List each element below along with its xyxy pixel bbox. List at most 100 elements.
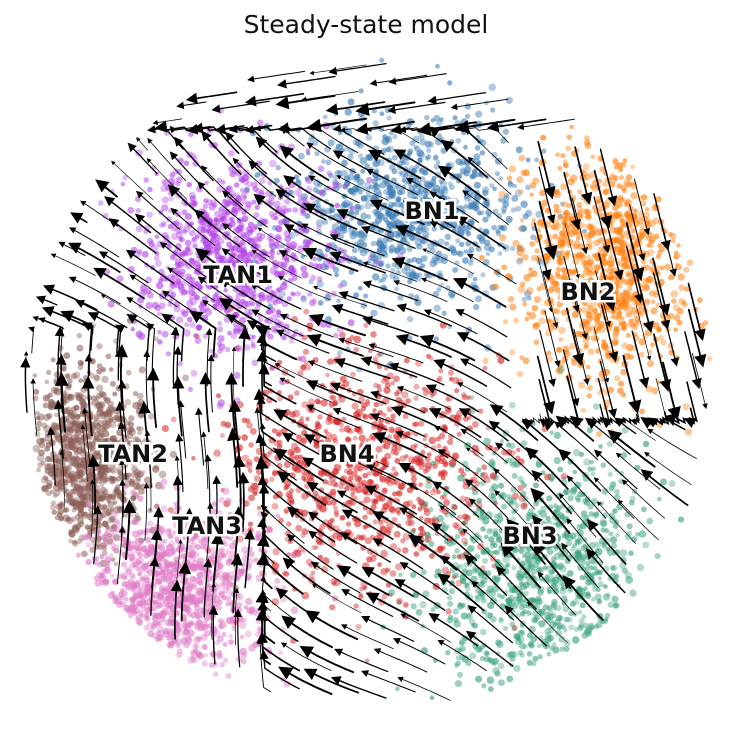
- streamline-207: [599, 360, 618, 419]
- streamline-147: [93, 267, 145, 300]
- streamline-449: [361, 670, 416, 693]
- streamline-320: [558, 448, 602, 492]
- cluster-label-bn3: BN3: [502, 522, 557, 550]
- streamline-274: [489, 404, 539, 441]
- streamline-414: [437, 573, 485, 612]
- streamline-104: [69, 227, 120, 258]
- streamline-424: [281, 615, 333, 649]
- streamline-166: [32, 316, 65, 330]
- streamline-370: [206, 502, 214, 561]
- streamline-1: [276, 75, 336, 89]
- streamline-47: [127, 142, 158, 175]
- streamline-383: [566, 518, 604, 564]
- streamline-248: [396, 385, 451, 410]
- streamline-99: [564, 222, 580, 279]
- streamline-382: [531, 515, 571, 562]
- streamline-123: [50, 253, 96, 276]
- streamline-186: [653, 333, 672, 392]
- streamline-125: [98, 251, 149, 284]
- streamline-131: [278, 250, 332, 276]
- streamline-146: [68, 276, 121, 305]
- streamline-319: [525, 447, 569, 490]
- streamline-90: [253, 193, 304, 228]
- streamline-94: [369, 199, 425, 226]
- streamline-17: [152, 118, 183, 126]
- streamline-330: [233, 454, 246, 516]
- streamline-43: [458, 126, 509, 143]
- streamline-316: [437, 449, 486, 483]
- streamline-175: [279, 313, 334, 338]
- streamline-344: [621, 479, 665, 519]
- streamline-161: [565, 307, 585, 367]
- streamline-152: [249, 281, 302, 310]
- streamline-93: [336, 209, 392, 234]
- streamline-259: [81, 375, 95, 437]
- streamline-135: [391, 256, 448, 282]
- streamline-174: [251, 309, 304, 337]
- streamline-442: [437, 639, 487, 672]
- streamline-143: [687, 282, 706, 342]
- streamline-210: [692, 352, 708, 410]
- streamline-155: [338, 291, 395, 312]
- streamline-169: [100, 294, 151, 325]
- streamline-216: [170, 326, 180, 386]
- streamline-396: [399, 562, 449, 595]
- streamline-144: [35, 295, 58, 306]
- streamline-410: [312, 583, 362, 614]
- streamline-292: [372, 431, 428, 459]
- streamline-35: [228, 124, 278, 153]
- streamline-50: [201, 130, 242, 175]
- streamline-89: [222, 190, 268, 228]
- streamline-109: [222, 223, 270, 258]
- streamline-405: [203, 558, 213, 618]
- streamline-351: [237, 471, 250, 532]
- streamline-437: [280, 642, 332, 671]
- streamline-213: [82, 322, 93, 376]
- streamline-295: [460, 428, 508, 464]
- streamline-8: [211, 100, 270, 114]
- streamline-176: [308, 313, 367, 337]
- streamline-188: [28, 326, 35, 354]
- streamline-92: [303, 203, 358, 230]
- streamline-215: [146, 323, 156, 378]
- cluster-tan2-points: [32, 317, 190, 568]
- streamline-444: [257, 637, 271, 693]
- streamline-427: [361, 615, 415, 642]
- streamline-223: [333, 358, 391, 380]
- streamline-381: [506, 518, 546, 565]
- velocity-streamlines: [20, 63, 708, 701]
- streamline-76: [437, 165, 488, 202]
- streamline-398: [464, 554, 508, 597]
- streamline-350: [212, 475, 222, 535]
- streamline-61: [563, 171, 581, 230]
- streamline-269: [332, 407, 388, 431]
- streamline-203: [419, 334, 476, 362]
- streamline-114: [360, 225, 416, 249]
- streamline-137: [466, 253, 517, 285]
- streamline-389: [244, 528, 255, 589]
- streamline-307: [201, 431, 209, 490]
- streamline-110: [257, 227, 308, 257]
- streamline-233: [684, 381, 698, 429]
- streamline-339: [464, 479, 509, 519]
- streamline-353: [260, 504, 305, 544]
- streamline-128: [195, 247, 245, 284]
- streamline-377: [372, 538, 424, 570]
- streamline-177: [331, 304, 389, 325]
- streamline-80: [593, 196, 611, 254]
- streamline-83: [70, 212, 88, 224]
- streamline-183: [573, 328, 590, 386]
- streamline-432: [527, 601, 568, 643]
- streamline-23: [306, 117, 368, 133]
- streamline-72: [308, 175, 360, 204]
- streamline-194: [189, 310, 217, 358]
- streamline-362: [530, 487, 571, 535]
- scatter-points: [32, 57, 713, 700]
- streamline-185: [631, 330, 650, 389]
- streamline-403: [149, 556, 160, 616]
- cluster-label-tan3: TAN3: [172, 512, 242, 540]
- streamline-133: [329, 251, 386, 274]
- streamline-448: [330, 676, 387, 699]
- streamline-369: [183, 507, 195, 568]
- streamline-62: [593, 170, 613, 229]
